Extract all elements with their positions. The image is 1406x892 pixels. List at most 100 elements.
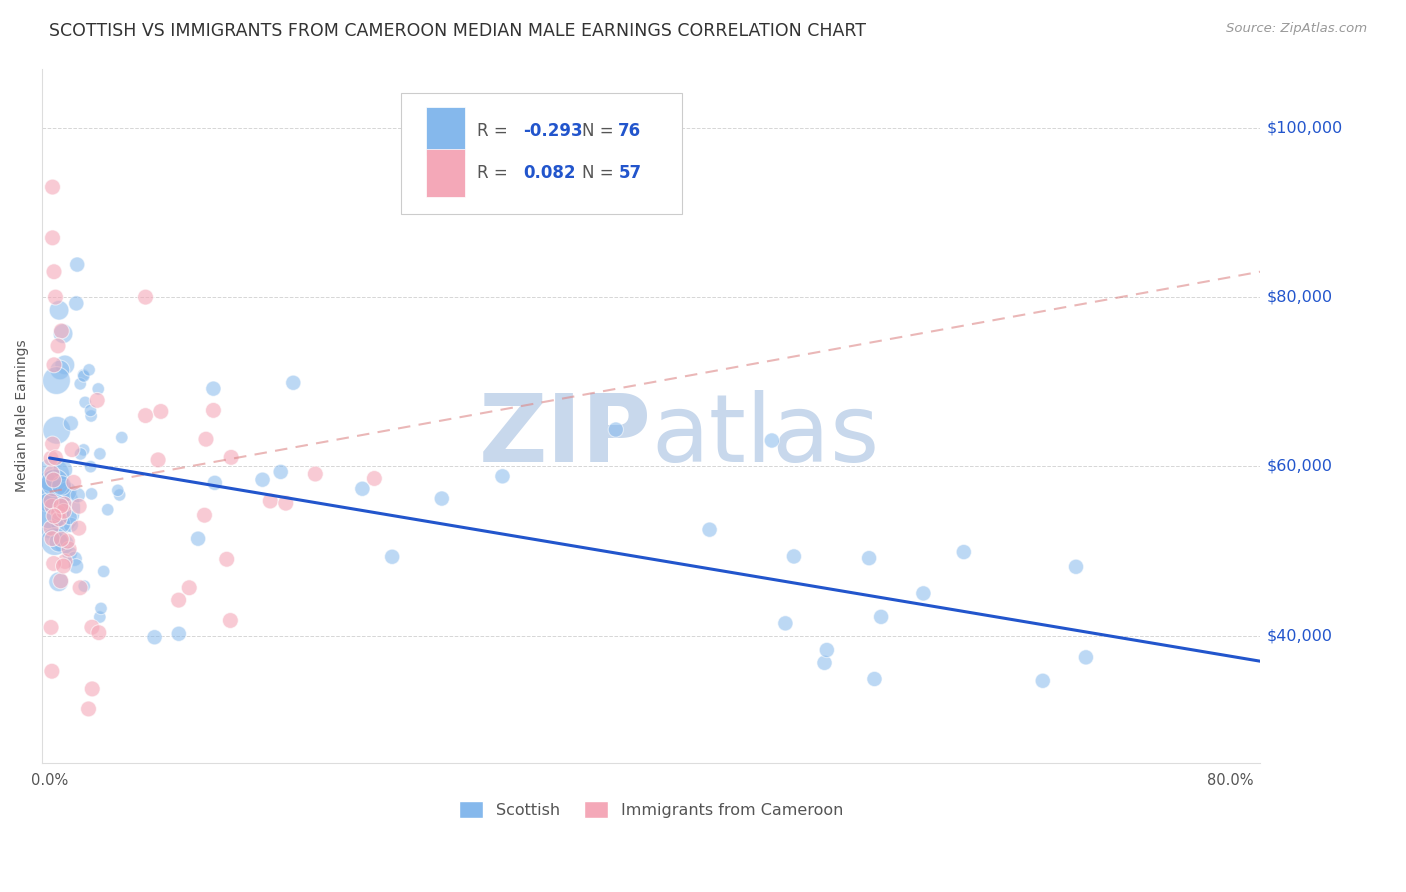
Point (699, 523, 721, 537)
Point (352, 482, 374, 496)
Point (167, 593, 190, 607)
Point (252, 473, 274, 487)
Point (219, 614, 242, 628)
Point (87, 382, 110, 396)
Point (146, 453, 169, 467)
Text: -0.293: -0.293 (523, 122, 583, 140)
Point (912, 586, 935, 600)
Point (52, 463, 75, 477)
Point (44, 450, 66, 465)
FancyBboxPatch shape (426, 107, 465, 155)
Point (73, 369, 96, 384)
Point (56, 484, 79, 499)
Point (48, 512, 70, 526)
Point (39, 521, 62, 535)
Point (863, 672, 886, 686)
Point (219, 450, 242, 465)
Text: ZIP: ZIP (478, 391, 651, 483)
Point (59, 510, 82, 524)
Point (1032, 673, 1054, 688)
Point (67, 521, 90, 535)
Point (80, 409, 103, 423)
Point (51, 478, 73, 492)
Point (858, 551, 880, 566)
Point (66, 258, 89, 272)
Point (52, 326, 75, 341)
Point (53, 537, 76, 551)
Point (605, 423, 627, 437)
Point (202, 382, 225, 396)
Point (42, 508, 65, 523)
Point (72, 368, 94, 382)
Point (53, 358, 76, 372)
Point (58, 542, 80, 557)
Point (69, 447, 91, 461)
Legend: Scottish, Immigrants from Cameroon: Scottish, Immigrants from Cameroon (453, 795, 849, 824)
Point (813, 656, 835, 670)
Point (52, 504, 75, 518)
Point (97, 502, 120, 516)
Point (77, 702, 100, 716)
Text: N =: N = (582, 122, 619, 140)
Point (135, 409, 157, 423)
Point (86, 393, 108, 408)
Text: 57: 57 (619, 163, 641, 182)
Point (44, 534, 66, 549)
FancyBboxPatch shape (402, 93, 682, 214)
Point (59, 417, 82, 431)
Point (66, 488, 89, 502)
Text: N =: N = (582, 163, 619, 182)
Point (59, 517, 82, 532)
Point (51, 532, 73, 546)
Point (149, 404, 172, 418)
Point (304, 467, 326, 481)
Point (52, 559, 75, 574)
Point (41, 466, 63, 480)
Point (215, 552, 238, 566)
Point (41, 532, 63, 546)
Text: $100,000: $100,000 (1267, 120, 1343, 136)
Point (39, 501, 62, 516)
Point (1074, 650, 1097, 665)
Point (274, 496, 297, 510)
Point (45, 374, 67, 388)
Point (39, 494, 62, 508)
Point (90, 601, 112, 615)
Point (39, 451, 62, 466)
Point (42, 265, 65, 279)
Point (1064, 559, 1087, 574)
Point (67, 500, 90, 514)
Point (63, 551, 86, 566)
Point (143, 630, 166, 644)
Point (59, 547, 82, 561)
Text: Source: ZipAtlas.com: Source: ZipAtlas.com (1226, 22, 1367, 36)
Point (42, 473, 65, 487)
Point (381, 549, 404, 564)
Point (179, 581, 201, 595)
Point (44, 475, 66, 490)
Point (89, 610, 111, 624)
Text: 76: 76 (619, 122, 641, 140)
Point (270, 465, 292, 479)
Point (56, 534, 79, 549)
Point (135, 290, 157, 304)
Point (62, 475, 84, 490)
Point (77, 363, 100, 377)
Point (204, 475, 226, 490)
Text: $40,000: $40,000 (1267, 628, 1331, 643)
Point (41, 500, 63, 514)
Point (193, 508, 215, 523)
Point (107, 483, 129, 498)
Point (45, 423, 67, 437)
Y-axis label: Median Male Earnings: Median Male Earnings (15, 339, 30, 492)
Text: R =: R = (477, 122, 513, 140)
Point (49, 516, 72, 531)
Point (108, 488, 131, 502)
Point (48, 506, 70, 520)
Point (49, 363, 72, 377)
Point (42, 358, 65, 372)
Point (430, 491, 453, 506)
Text: atlas: atlas (651, 391, 879, 483)
Point (72, 442, 94, 457)
Point (259, 494, 281, 508)
